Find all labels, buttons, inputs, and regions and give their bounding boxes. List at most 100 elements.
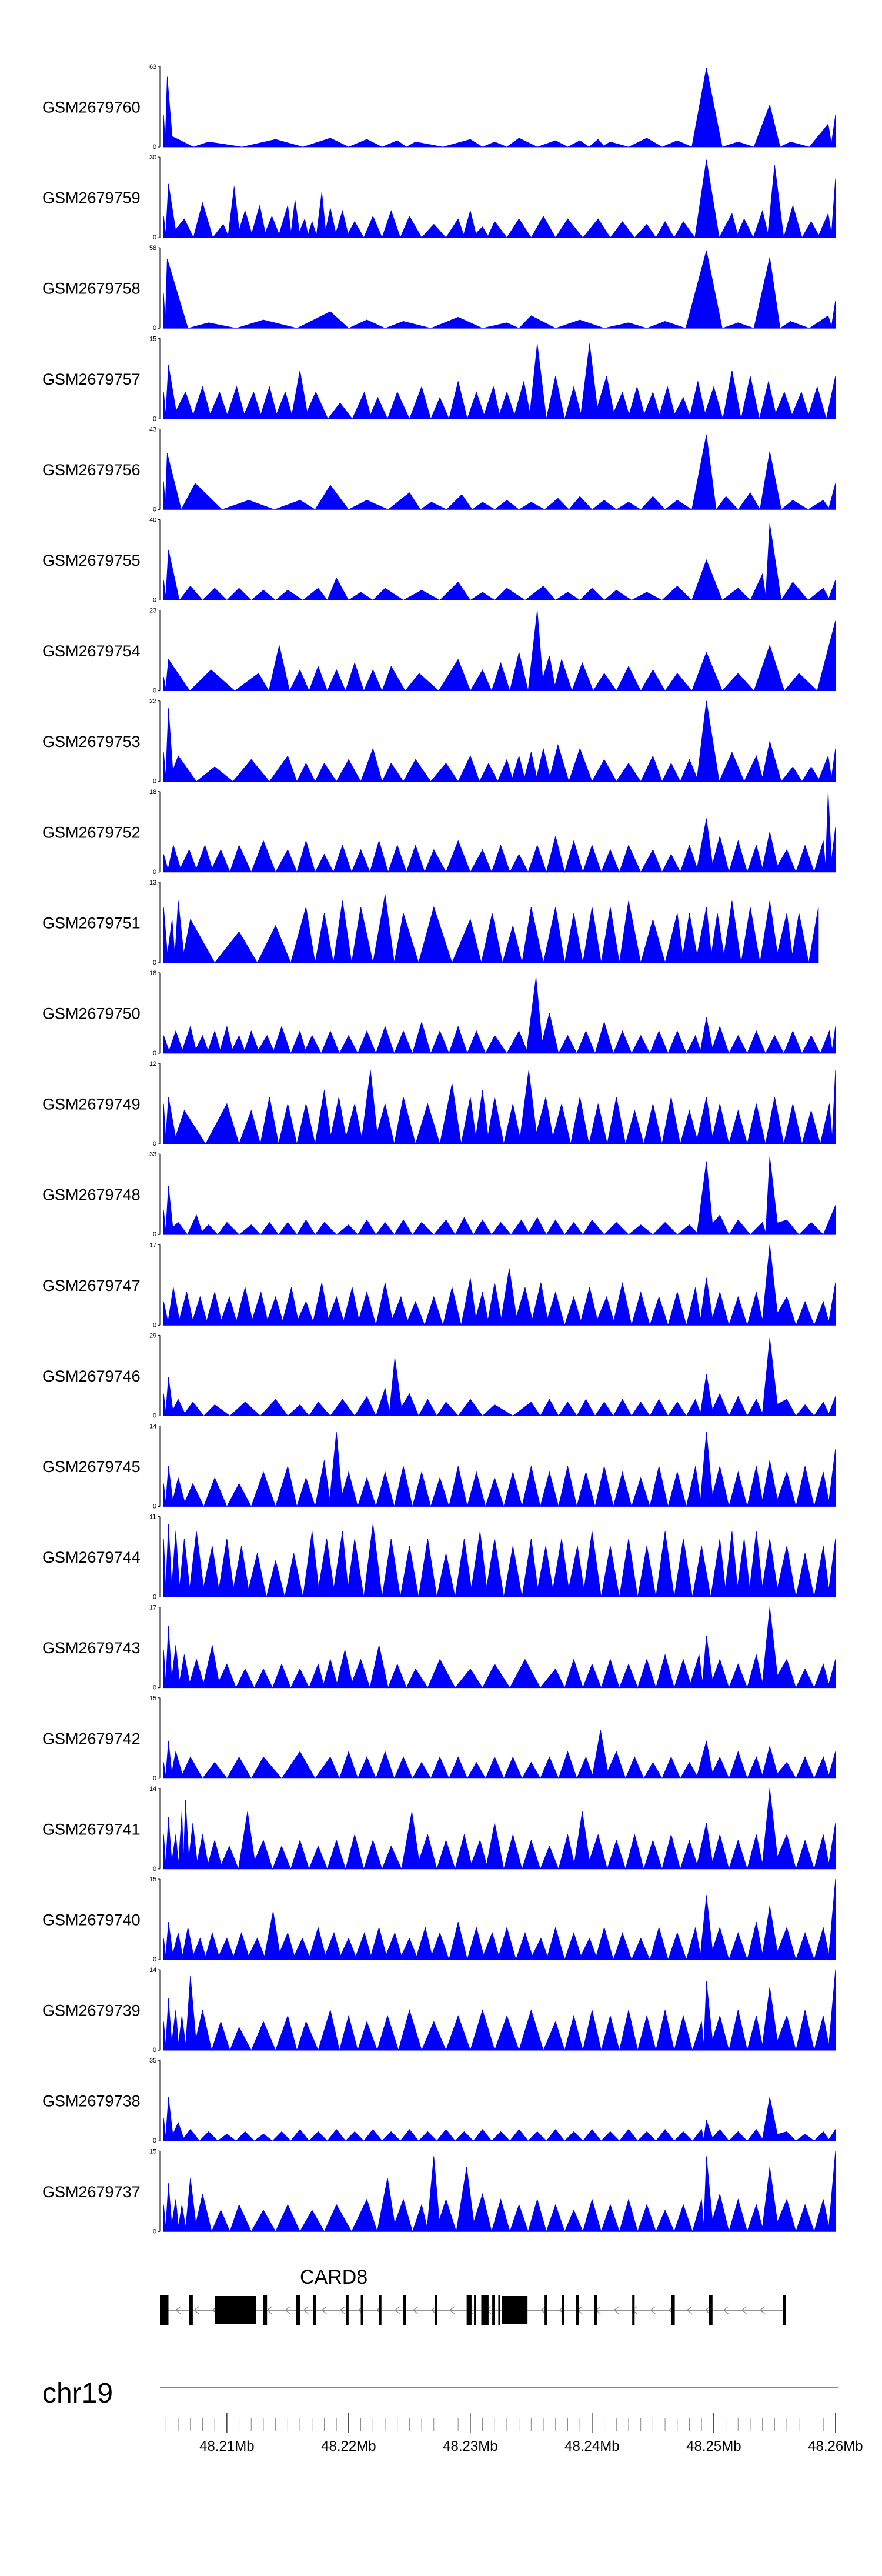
track-label: GSM2679759 bbox=[42, 189, 141, 207]
coverage-area bbox=[163, 1788, 836, 1870]
track-ymin-label: 0 bbox=[153, 1775, 156, 1782]
track-ymax-label: 22 bbox=[149, 698, 156, 705]
track-ymax-label: 17 bbox=[149, 1242, 156, 1249]
exon bbox=[263, 2295, 268, 2325]
coverage-area bbox=[163, 700, 836, 783]
track-label: GSM2679747 bbox=[42, 1277, 141, 1294]
track-GSM2679747: GSM2679747 17 0 bbox=[42, 1242, 836, 1329]
track-label: GSM2679737 bbox=[42, 2183, 141, 2201]
track-GSM2679753: GSM2679753 22 0 bbox=[42, 698, 836, 785]
strand-arrow bbox=[650, 2306, 656, 2314]
strand-arrow bbox=[321, 2306, 327, 2314]
coverage-area bbox=[163, 1070, 836, 1145]
track-ymin-label: 0 bbox=[153, 506, 156, 513]
track-label: GSM2679738 bbox=[42, 2093, 141, 2110]
track-GSM2679752: GSM2679752 18 0 bbox=[42, 789, 836, 876]
track-label: GSM2679755 bbox=[42, 552, 141, 569]
track-label: GSM2679750 bbox=[42, 1005, 141, 1023]
track-GSM2679755: GSM2679755 40 0 bbox=[42, 517, 836, 604]
track-ymin-label: 0 bbox=[153, 1594, 156, 1601]
gene-name-label: CARD8 bbox=[300, 2266, 368, 2288]
track-GSM2679751: GSM2679751 13 0 bbox=[42, 879, 819, 966]
track-ymin-label: 0 bbox=[153, 869, 156, 876]
gene-model: CARD8 bbox=[160, 2266, 786, 2325]
track-ymin-label: 0 bbox=[153, 1412, 156, 1419]
track-ymax-label: 11 bbox=[149, 1514, 156, 1521]
strand-arrow bbox=[449, 2306, 455, 2314]
strand-arrow bbox=[704, 2306, 710, 2314]
coverage-area bbox=[163, 434, 836, 510]
track-ymax-label: 23 bbox=[149, 608, 156, 615]
exon bbox=[502, 2296, 528, 2324]
exon bbox=[474, 2295, 476, 2325]
track-label: GSM2679751 bbox=[42, 914, 141, 932]
exon bbox=[632, 2295, 635, 2325]
strand-arrow bbox=[540, 2306, 546, 2314]
x-tick-label: 48.22Mb bbox=[321, 2438, 376, 2454]
track-label: GSM2679752 bbox=[42, 823, 141, 841]
track-GSM2679745: GSM2679745 14 0 bbox=[42, 1423, 836, 1510]
exon bbox=[313, 2295, 316, 2325]
exon bbox=[783, 2295, 786, 2325]
x-tick-label: 48.23Mb bbox=[443, 2438, 497, 2454]
track-ymax-label: 63 bbox=[149, 64, 156, 71]
track-ymax-label: 15 bbox=[149, 2148, 156, 2155]
coverage-area bbox=[163, 343, 836, 420]
strand-arrow bbox=[613, 2306, 619, 2314]
strand-arrow bbox=[430, 2306, 437, 2314]
track-ymax-label: 29 bbox=[149, 1332, 156, 1339]
track-label: GSM2679741 bbox=[42, 1820, 141, 1838]
exon bbox=[160, 2295, 169, 2325]
coverage-area bbox=[163, 1878, 836, 1961]
exon bbox=[189, 2295, 193, 2325]
track-ymin-label: 0 bbox=[153, 1866, 156, 1873]
track-ymin-label: 0 bbox=[153, 1231, 156, 1238]
track-ymin-label: 0 bbox=[153, 1322, 156, 1329]
exon bbox=[576, 2295, 579, 2325]
coverage-area bbox=[163, 1970, 836, 2051]
strand-arrow bbox=[193, 2306, 199, 2314]
coverage-area bbox=[163, 1524, 836, 1597]
chromosome-label: chr19 bbox=[42, 2378, 113, 2409]
coverage-area bbox=[163, 1338, 836, 1417]
exon bbox=[360, 2295, 363, 2325]
track-GSM2679749: GSM2679749 12 0 bbox=[42, 1060, 836, 1147]
track-ymin-label: 0 bbox=[153, 959, 156, 966]
track-ymax-label: 43 bbox=[149, 426, 156, 433]
track-label: GSM2679757 bbox=[42, 371, 141, 388]
track-ymin-label: 0 bbox=[153, 1503, 156, 1510]
track-label: GSM2679743 bbox=[42, 1639, 141, 1657]
coverage-area bbox=[163, 1432, 836, 1508]
exon bbox=[498, 2295, 500, 2325]
track-label: GSM2679749 bbox=[42, 1096, 141, 1113]
coverage-area bbox=[163, 1156, 836, 1236]
track-label: GSM2679753 bbox=[42, 733, 141, 750]
track-ymax-label: 15 bbox=[149, 1695, 156, 1702]
x-tick-label: 48.25Mb bbox=[686, 2438, 741, 2454]
track-ymax-label: 14 bbox=[149, 1423, 156, 1430]
genome-axis: chr19 48.21Mb 48.22Mb 48.23Mb 48.24Mb 48.25M… bbox=[42, 2378, 863, 2454]
exon bbox=[562, 2295, 564, 2325]
strand-arrow bbox=[412, 2306, 419, 2314]
strand-arrow bbox=[686, 2306, 692, 2314]
coverage-area bbox=[163, 1607, 836, 1689]
track-GSM2679759: GSM2679759 30 0 bbox=[42, 154, 836, 241]
track-GSM2679758: GSM2679758 58 0 bbox=[42, 245, 836, 332]
exon bbox=[296, 2295, 300, 2325]
track-GSM2679740: GSM2679740 15 0 bbox=[42, 1876, 836, 1963]
track-ymin-label: 0 bbox=[153, 597, 156, 604]
coverage-area bbox=[163, 1244, 836, 1326]
track-ymin-label: 0 bbox=[153, 1684, 156, 1691]
track-GSM2679743: GSM2679743 17 0 bbox=[42, 1604, 836, 1691]
track-ymin-label: 0 bbox=[153, 415, 156, 422]
track-ymin-label: 0 bbox=[153, 1050, 156, 1057]
coverage-area bbox=[163, 791, 836, 873]
track-ymax-label: 12 bbox=[149, 1060, 156, 1067]
coverage-area bbox=[163, 250, 836, 329]
track-label: GSM2679745 bbox=[42, 1458, 141, 1476]
exon bbox=[594, 2295, 597, 2325]
track-ymin-label: 0 bbox=[153, 778, 156, 785]
exon bbox=[346, 2295, 349, 2325]
strand-arrow bbox=[266, 2306, 272, 2314]
track-ymax-label: 18 bbox=[149, 970, 156, 977]
